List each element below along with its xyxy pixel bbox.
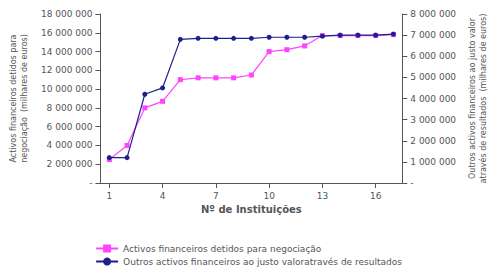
svg-text:-: - <box>89 178 92 188</box>
svg-text:3 000 000: 3 000 000 <box>410 115 456 125</box>
svg-text:4 000 000: 4 000 000 <box>47 140 93 150</box>
svg-text:16: 16 <box>370 191 382 201</box>
svg-text:através de resultados (milhar: através de resultados (milhares de euros… <box>478 14 488 184</box>
svg-text:13: 13 <box>317 191 328 201</box>
svg-text:7 000 000: 7 000 000 <box>410 30 456 40</box>
svg-text:14 000 000: 14 000 000 <box>41 47 93 57</box>
svg-text:4: 4 <box>160 191 166 201</box>
svg-text:10 000 000: 10 000 000 <box>41 84 93 94</box>
svg-text:1: 1 <box>106 191 112 201</box>
svg-text:2 000 000: 2 000 000 <box>410 136 456 146</box>
svg-text:4 000 000: 4 000 000 <box>410 94 456 104</box>
svg-text:negociação (milhares de euros: negociação (milhares de euros) <box>20 34 29 163</box>
svg-text:12 000 000: 12 000 000 <box>41 65 93 75</box>
svg-text:Outros activos financeiros ao: Outros activos financeiros ao justo valo… <box>468 17 477 179</box>
svg-text:18 000 000: 18 000 000 <box>41 9 93 19</box>
svg-text:8 000 000: 8 000 000 <box>47 103 93 113</box>
svg-text:Nº de Instituições: Nº de Instituições <box>201 204 302 215</box>
svg-text:Activos financeiros detidos pa: Activos financeiros detidos para <box>9 34 18 162</box>
svg-text:8 000 000: 8 000 000 <box>410 9 456 19</box>
svg-text:10: 10 <box>263 191 275 201</box>
svg-text:6 000 000: 6 000 000 <box>410 51 456 61</box>
svg-text:2 000 000: 2 000 000 <box>47 159 93 169</box>
svg-text:7: 7 <box>213 191 219 201</box>
svg-text:16 000 000: 16 000 000 <box>41 28 93 38</box>
svg-text:Activos financeiros detidos pa: Activos financeiros detidos para negocia… <box>123 244 322 254</box>
svg-text:Outros activos financeiros ao: Outros activos financeiros ao justo valo… <box>123 257 402 267</box>
svg-text:-: - <box>410 178 413 188</box>
svg-text:1 000 000: 1 000 000 <box>410 157 456 167</box>
svg-text:5 000 000: 5 000 000 <box>410 72 456 82</box>
svg-text:6 000 000: 6 000 000 <box>47 122 93 132</box>
